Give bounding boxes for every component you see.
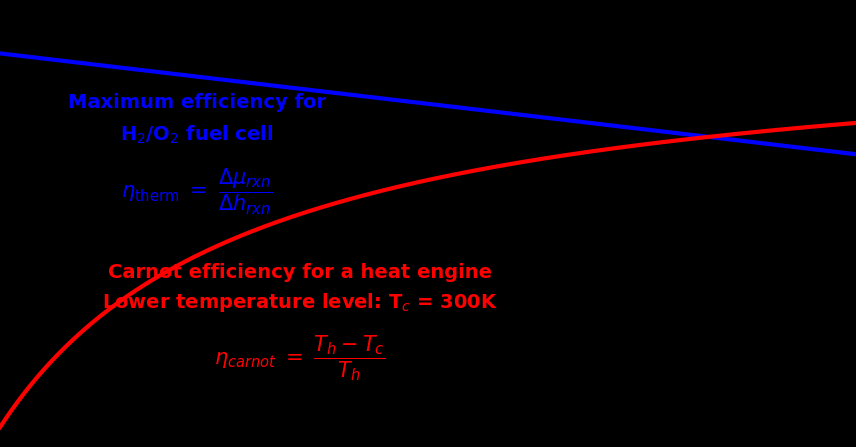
Text: H$_2$/O$_2$ fuel cell: H$_2$/O$_2$ fuel cell (121, 123, 273, 146)
Text: Lower temperature level: T$_c$ = 300K: Lower temperature level: T$_c$ = 300K (102, 291, 497, 314)
Text: Carnot efficiency for a heat engine: Carnot efficiency for a heat engine (108, 263, 491, 283)
Text: $\eta_{carnot}\ =\ \dfrac{T_h - T_c}{T_h}$: $\eta_{carnot}\ =\ \dfrac{T_h - T_c}{T_h… (214, 333, 385, 383)
Text: Maximum efficiency for: Maximum efficiency for (68, 93, 326, 112)
Text: $\eta_{\rm therm}\ =\ \dfrac{\Delta\mu_{rxn}}{\Delta h_{rxn}}$: $\eta_{\rm therm}\ =\ \dfrac{\Delta\mu_{… (122, 167, 272, 217)
